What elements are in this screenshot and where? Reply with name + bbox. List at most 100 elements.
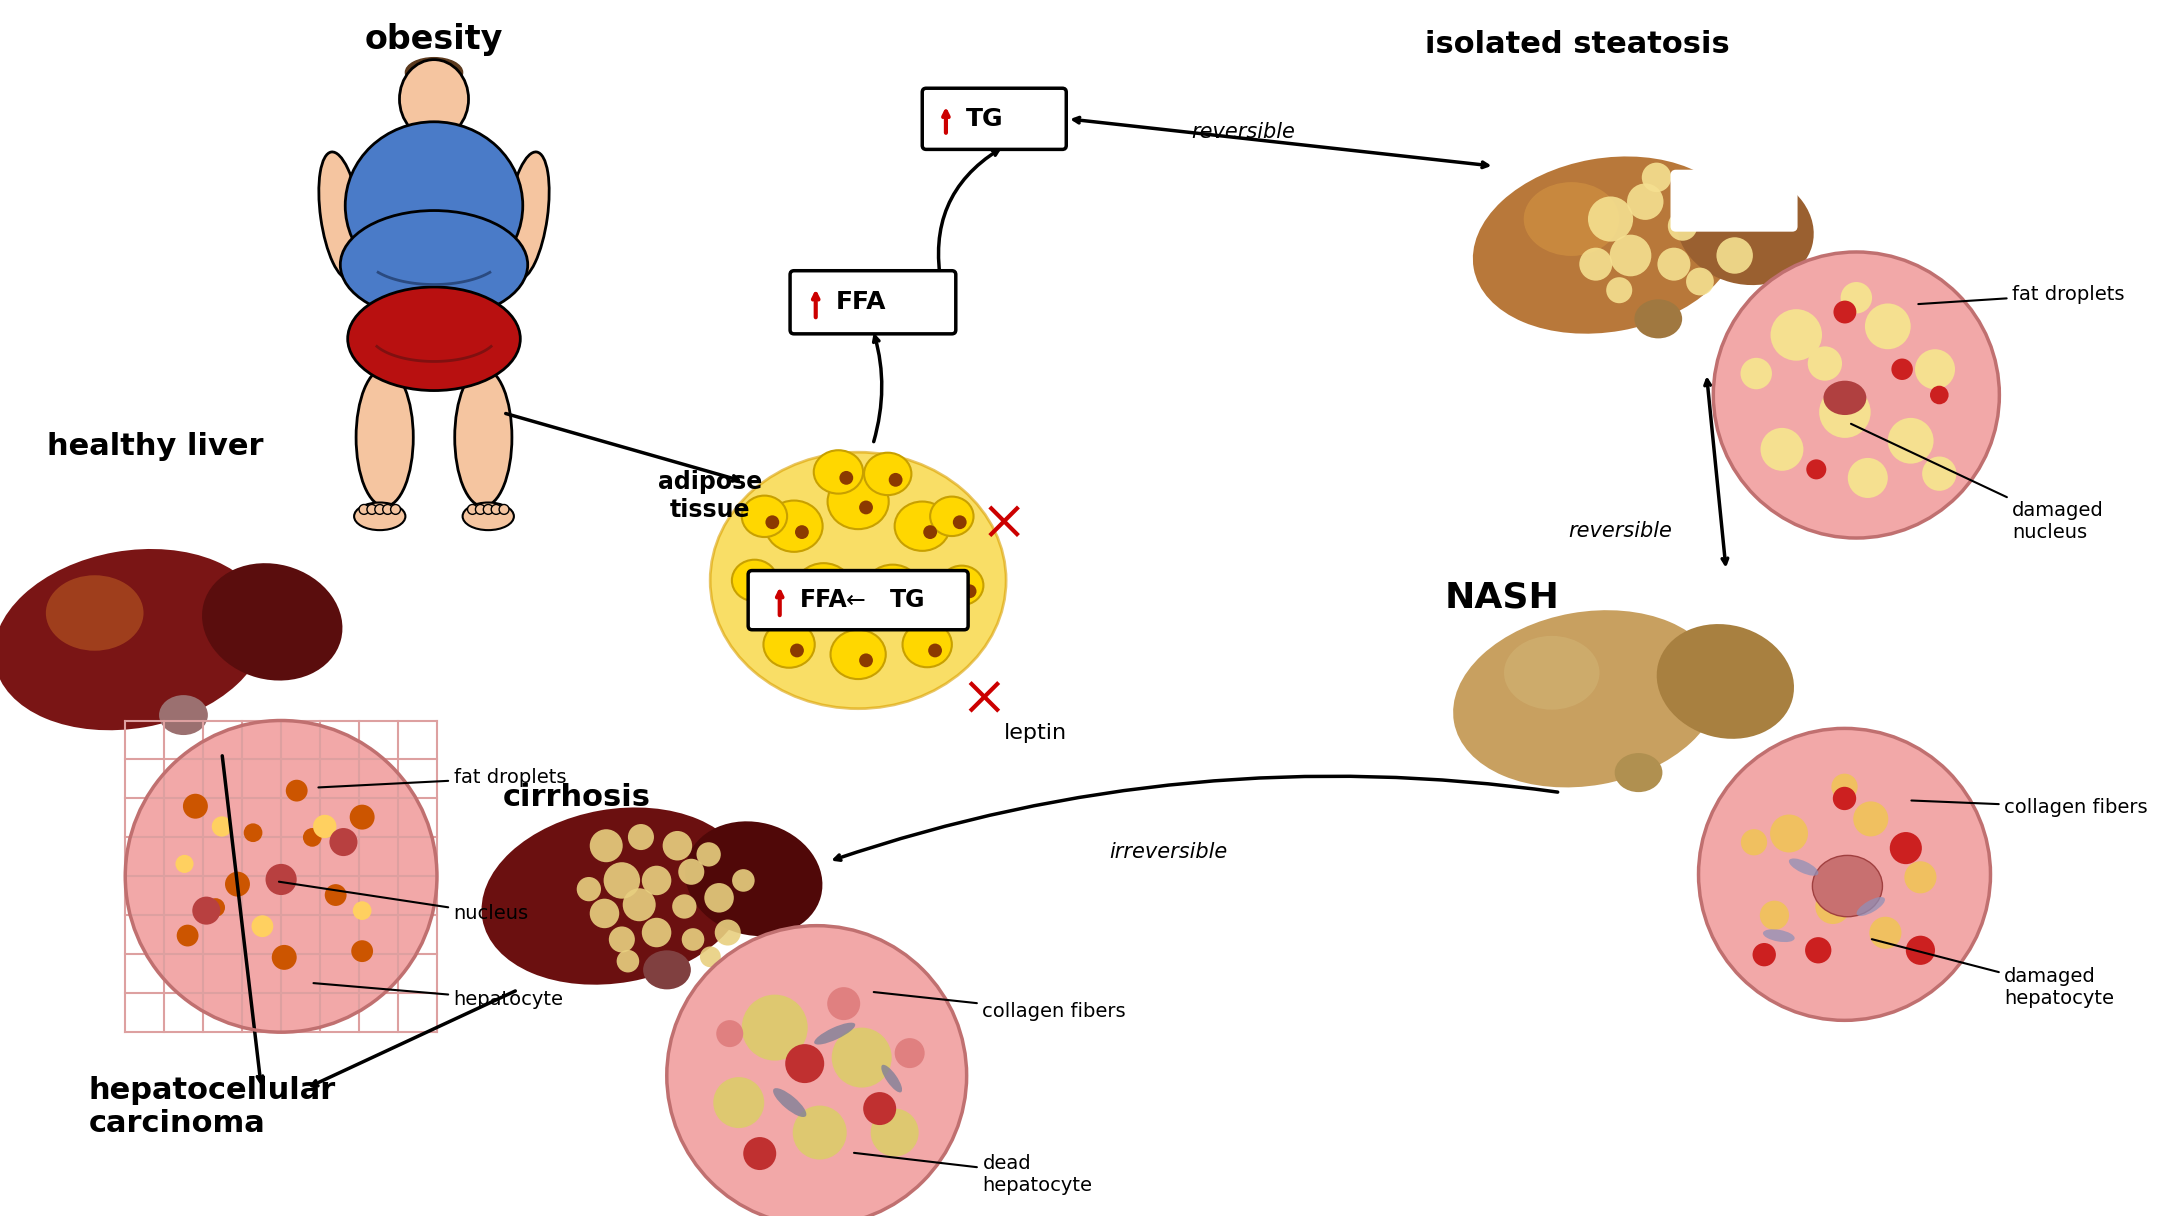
Circle shape: [1699, 728, 1990, 1021]
Ellipse shape: [741, 496, 787, 537]
Circle shape: [671, 895, 698, 919]
Ellipse shape: [400, 60, 469, 138]
Text: NASH: NASH: [1445, 580, 1560, 614]
Circle shape: [191, 897, 219, 924]
Text: dead
hepatocyte: dead hepatocyte: [854, 1153, 1093, 1195]
Circle shape: [741, 995, 808, 1061]
Ellipse shape: [1823, 381, 1867, 415]
Circle shape: [176, 924, 198, 946]
Ellipse shape: [865, 453, 910, 496]
Ellipse shape: [341, 211, 528, 319]
Circle shape: [858, 501, 874, 514]
Circle shape: [500, 504, 508, 514]
Circle shape: [1832, 774, 1858, 800]
Circle shape: [1643, 163, 1671, 192]
Ellipse shape: [711, 452, 1006, 709]
Circle shape: [359, 504, 369, 514]
Circle shape: [589, 829, 624, 862]
Ellipse shape: [356, 368, 413, 507]
Circle shape: [1806, 459, 1825, 480]
Text: damaged
nucleus: damaged nucleus: [1851, 424, 2103, 542]
Ellipse shape: [1812, 856, 1882, 917]
Ellipse shape: [1615, 753, 1662, 792]
Text: FFA: FFA: [834, 290, 887, 315]
Circle shape: [604, 862, 641, 898]
Ellipse shape: [684, 821, 821, 936]
Ellipse shape: [1656, 624, 1795, 739]
Ellipse shape: [1523, 182, 1619, 256]
Circle shape: [1891, 832, 1921, 864]
Circle shape: [963, 584, 976, 599]
Circle shape: [893, 589, 908, 603]
Circle shape: [589, 898, 619, 928]
Text: hepatocyte: hepatocyte: [313, 983, 563, 1009]
Ellipse shape: [793, 563, 854, 617]
Circle shape: [871, 1109, 919, 1157]
Ellipse shape: [506, 152, 550, 279]
Ellipse shape: [346, 121, 524, 289]
Circle shape: [226, 871, 250, 897]
Circle shape: [682, 928, 704, 951]
Ellipse shape: [159, 695, 209, 736]
Circle shape: [1686, 268, 1714, 295]
Circle shape: [756, 579, 769, 594]
Circle shape: [1814, 889, 1851, 924]
Circle shape: [1808, 346, 1843, 381]
Circle shape: [952, 515, 967, 529]
Circle shape: [791, 644, 804, 657]
Circle shape: [1930, 386, 1949, 404]
FancyBboxPatch shape: [748, 570, 969, 630]
Circle shape: [858, 654, 874, 667]
Circle shape: [1888, 417, 1934, 464]
Circle shape: [1771, 814, 1808, 852]
Text: adipose
tissue: adipose tissue: [658, 470, 763, 521]
Circle shape: [352, 901, 372, 920]
Circle shape: [700, 946, 721, 967]
Circle shape: [1841, 282, 1873, 313]
Circle shape: [350, 804, 374, 830]
Ellipse shape: [202, 563, 343, 681]
Circle shape: [608, 927, 635, 952]
Ellipse shape: [765, 501, 824, 552]
Circle shape: [367, 504, 376, 514]
Circle shape: [1832, 787, 1856, 810]
Circle shape: [839, 471, 854, 485]
Ellipse shape: [643, 950, 691, 989]
Circle shape: [1904, 862, 1936, 894]
Circle shape: [1864, 304, 1910, 349]
Circle shape: [302, 827, 322, 847]
Circle shape: [1847, 458, 1888, 498]
Circle shape: [924, 525, 937, 539]
Ellipse shape: [354, 503, 406, 530]
Ellipse shape: [1473, 157, 1741, 334]
Circle shape: [1658, 247, 1691, 280]
Ellipse shape: [1762, 929, 1795, 942]
Text: damaged
hepatocyte: damaged hepatocyte: [1871, 939, 2114, 1009]
Circle shape: [863, 1092, 895, 1125]
Circle shape: [628, 824, 654, 851]
Ellipse shape: [813, 450, 863, 493]
Circle shape: [1606, 277, 1632, 304]
Text: obesity: obesity: [365, 23, 504, 56]
Circle shape: [1717, 237, 1754, 274]
Circle shape: [1588, 197, 1634, 241]
Circle shape: [287, 780, 309, 802]
Text: reversible: reversible: [1191, 121, 1295, 142]
Text: TG: TG: [1712, 191, 1745, 211]
Circle shape: [641, 865, 671, 895]
Circle shape: [1906, 935, 1934, 965]
Circle shape: [1771, 310, 1821, 361]
Circle shape: [211, 816, 233, 837]
Circle shape: [1580, 247, 1612, 280]
Circle shape: [1610, 235, 1651, 277]
Circle shape: [715, 919, 741, 946]
Ellipse shape: [830, 630, 887, 679]
Ellipse shape: [1454, 611, 1719, 787]
Ellipse shape: [902, 622, 952, 667]
Ellipse shape: [1675, 170, 1814, 285]
Circle shape: [374, 504, 385, 514]
Circle shape: [1712, 252, 1999, 539]
Circle shape: [252, 916, 274, 938]
Ellipse shape: [774, 1088, 806, 1118]
Text: fat droplets: fat droplets: [1919, 285, 2125, 304]
